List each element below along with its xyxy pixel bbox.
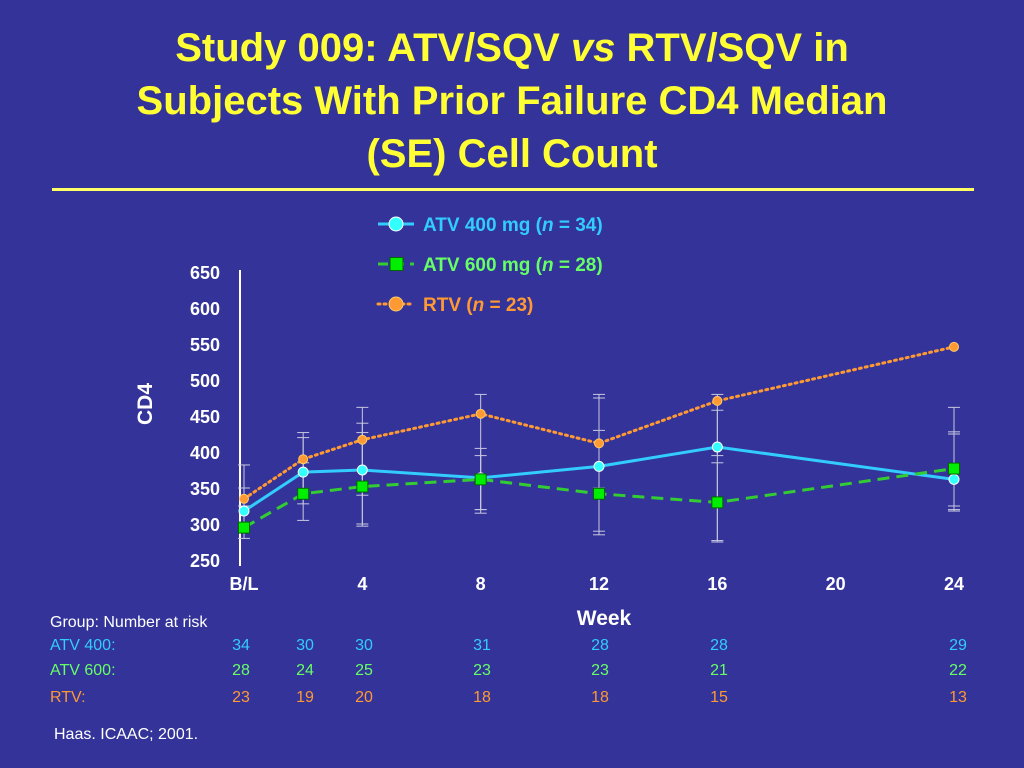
x-tick-label: 16 [707,574,727,594]
data-point-circle [239,493,249,504]
legend-marker-square [389,257,404,271]
legend-label-n: n [473,295,485,316]
data-point-circle [711,441,723,453]
legend-item: RTV (n = 23) [376,295,533,316]
legend-label-n: n [542,255,554,276]
y-tick-label: 550 [190,335,220,355]
y-tick-label: 350 [190,479,220,499]
legend-label-suffix: = 34) [554,215,603,236]
y-tick-label: 300 [190,515,220,535]
title-text-vs: vs [570,26,616,70]
title-divider [52,188,974,191]
y-tick-label: 450 [190,407,220,427]
legend-label-n: n [542,215,554,236]
x-tick-label: 12 [589,574,609,594]
data-point-circle [593,460,605,472]
legend-label-suffix: = 28) [554,255,603,276]
data-point-circle [712,395,723,406]
y-tick-label: 650 [190,263,220,283]
legend-label-prefix: RTV ( [423,295,473,316]
data-point-circle [949,341,959,352]
data-point-square [948,462,960,475]
data-point-circle [298,454,309,465]
title-line-2: Subjects With Prior Failure CD4 Median [136,79,888,123]
data-point-circle [594,438,604,449]
data-point-square [297,487,310,500]
x-tick-label: 24 [944,574,964,594]
data-point-circle [297,466,309,478]
x-tick-label: 20 [826,574,846,594]
y-tick-label: 500 [190,371,220,391]
y-axis-label: CD4 [134,383,157,425]
title-text-a: Study 009: ATV/SQV [175,26,571,70]
legend-label: ATV 400 mg (n = 34) [423,215,603,236]
data-point-square [238,521,250,534]
title-line-3: (SE) Cell Count [366,132,658,176]
legend-label-suffix: = 23) [484,295,533,316]
legend-marker-circle [388,216,404,232]
data-point-circle [356,464,368,476]
title-text-c: RTV/SQV in [615,26,849,70]
y-tick-label: 600 [190,299,220,319]
legend-label: ATV 600 mg (n = 28) [423,255,603,276]
legend-marker-circle [388,296,404,312]
x-axis-label: Week [577,607,632,630]
x-tick-label: 8 [476,574,486,594]
data-point-circle [475,408,486,419]
data-point-circle [948,473,960,485]
legend-item: ATV 400 mg (n = 34) [378,215,603,236]
citation: Haas. ICAAC; 2001. [54,726,199,743]
y-tick-label: 400 [190,443,220,463]
x-tick-label: B/L [230,574,259,594]
x-tick-label: 4 [357,574,367,594]
data-point-circle [238,505,250,517]
slide-title: Study 009: ATV/SQV vs RTV/SQV in Subject… [40,22,984,181]
data-point-square [711,496,724,509]
data-point-circle [357,434,368,445]
legend-label-prefix: ATV 600 mg ( [423,255,543,276]
data-point-square [593,487,605,500]
data-point-square [474,473,487,486]
data-point-square [356,480,369,493]
legend-label: RTV (n = 23) [423,295,533,316]
legend-label-prefix: ATV 400 mg ( [423,215,543,236]
y-tick-label: 250 [190,551,220,571]
title-line-1: Study 009: ATV/SQV vs RTV/SQV in [40,22,984,75]
legend-item: ATV 600 mg (n = 28) [378,255,603,276]
